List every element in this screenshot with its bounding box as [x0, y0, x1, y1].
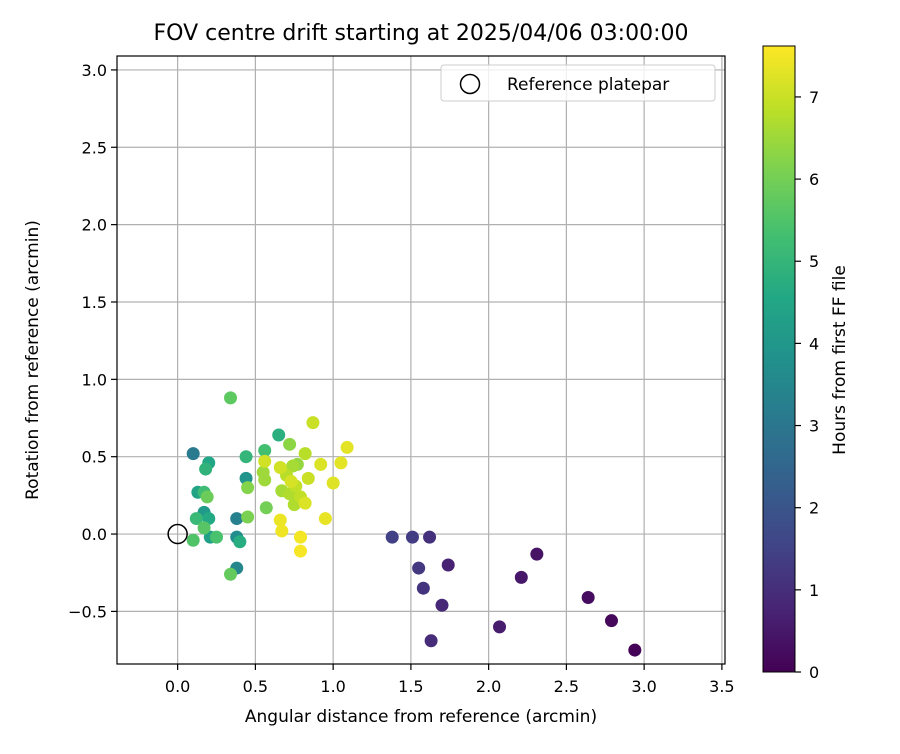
data-point — [340, 440, 354, 454]
data-point — [283, 437, 297, 451]
data-point — [314, 457, 328, 471]
data-point — [298, 447, 312, 461]
y-tick-label: 1.5 — [82, 293, 107, 312]
data-point — [435, 598, 449, 612]
data-point — [284, 474, 298, 488]
y-tick-label: 0.5 — [82, 448, 107, 467]
data-point — [224, 567, 238, 581]
y-tick-label: 1.0 — [82, 370, 107, 389]
data-point — [259, 501, 273, 515]
data-point — [197, 521, 211, 535]
plot-frame — [116, 55, 726, 665]
colorbar-tick-label: 0 — [809, 663, 819, 682]
y-tick-label: 0.0 — [82, 525, 107, 544]
data-point — [199, 462, 213, 476]
data-point — [306, 416, 320, 430]
data-point — [273, 513, 287, 527]
data-point — [326, 476, 340, 490]
data-point — [530, 547, 544, 561]
colorbar-tick-label: 2 — [809, 499, 819, 518]
data-points — [186, 391, 642, 657]
data-point — [581, 590, 595, 604]
data-point — [272, 428, 286, 442]
data-point — [224, 391, 238, 405]
data-point — [424, 634, 438, 648]
data-point — [230, 512, 244, 526]
y-tick-label: 2.0 — [82, 216, 107, 235]
data-point — [385, 530, 399, 544]
data-point — [273, 461, 287, 475]
data-point — [258, 454, 272, 468]
reference-platepar-marker — [167, 523, 188, 545]
data-point — [200, 490, 214, 504]
colorbar-tick-label: 1 — [809, 581, 819, 600]
colorbar-label: Hours from first FF file — [830, 265, 850, 455]
x-tick-label: 2.5 — [554, 677, 579, 696]
data-point — [241, 481, 255, 495]
colorbar-tick-label: 5 — [809, 252, 819, 271]
data-point — [298, 496, 312, 510]
x-tick-label: 3.5 — [709, 677, 734, 696]
data-point — [186, 533, 200, 547]
data-point — [258, 473, 272, 487]
data-point — [241, 510, 255, 524]
colorbar-ticks: 0 1 2 3 4 5 6 7 — [795, 88, 819, 682]
data-point — [293, 544, 307, 558]
x-tick-label: 0.0 — [165, 677, 190, 696]
data-point — [189, 512, 203, 526]
x-axis-ticks: 0.0 0.5 1.0 1.5 2.0 2.5 3.0 3.5 — [165, 664, 735, 696]
data-point — [628, 643, 642, 657]
gridlines — [117, 56, 725, 664]
data-point — [301, 471, 315, 485]
legend-label: Reference platepar — [507, 75, 669, 95]
colorbar-tick-label: 6 — [809, 170, 819, 189]
data-point — [493, 620, 507, 634]
data-point — [412, 561, 426, 575]
legend-marker-open-circle — [459, 73, 481, 95]
data-point — [275, 524, 289, 538]
y-axis-ticks: −0.5 0.0 0.5 1.0 1.5 2.0 2.5 3.0 — [68, 61, 117, 621]
y-tick-label: 3.0 — [82, 61, 107, 80]
colorbar-tick-label: 3 — [809, 417, 819, 436]
data-point — [334, 456, 348, 470]
data-point — [239, 450, 253, 464]
y-axis-label: Rotation from reference (arcmin) — [23, 220, 43, 500]
x-tick-label: 1.5 — [398, 677, 423, 696]
data-point — [441, 558, 455, 572]
data-point — [286, 459, 300, 473]
data-point — [604, 614, 618, 628]
y-tick-label: −0.5 — [68, 602, 107, 621]
data-point — [210, 530, 224, 544]
x-axis-label: Angular distance from reference (arcmin) — [245, 707, 597, 727]
data-point — [233, 535, 247, 549]
colorbar-tick-label: 7 — [809, 88, 819, 107]
data-point — [514, 570, 528, 584]
chart-title: FOV centre drift starting at 2025/04/06 … — [154, 21, 689, 46]
data-point — [186, 447, 200, 461]
data-point — [318, 512, 332, 526]
x-tick-label: 1.0 — [320, 677, 345, 696]
data-point — [258, 444, 272, 458]
colorbar — [762, 45, 796, 673]
y-tick-label: 2.5 — [82, 138, 107, 157]
data-point — [416, 581, 430, 595]
x-tick-label: 3.0 — [631, 677, 656, 696]
legend-box — [440, 64, 716, 102]
x-tick-label: 0.5 — [243, 677, 268, 696]
data-point — [293, 530, 307, 544]
colorbar-tick-label: 4 — [809, 334, 819, 353]
data-point — [423, 530, 437, 544]
x-tick-label: 2.0 — [476, 677, 501, 696]
data-point — [405, 530, 419, 544]
legend: Reference platepar — [440, 64, 716, 102]
